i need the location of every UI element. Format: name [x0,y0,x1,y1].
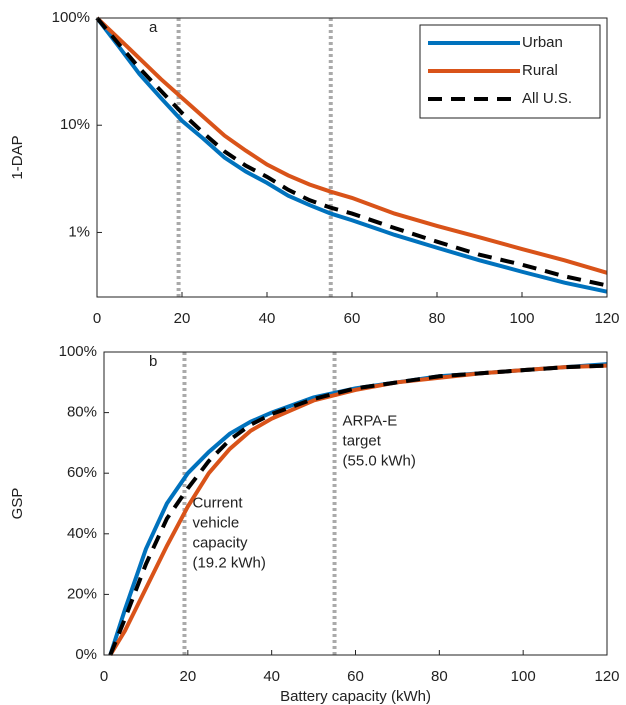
annotation: target [343,433,382,450]
legend-label: All U.S. [522,90,572,107]
y-tick-label: 10% [60,116,90,133]
series-line [108,363,608,657]
series-line [95,16,608,275]
annotation: Current [192,494,243,511]
y-tick-label: 1% [68,223,90,240]
annotation: (55.0 kWh) [343,453,416,470]
legend-label: Urban [522,34,563,51]
x-axis-label: Battery capacity (kWh) [280,688,431,705]
x-tick-label: 0 [93,310,101,327]
y-axis-label: 1-DAP [9,135,26,179]
y-tick-label: 100% [59,343,97,360]
x-tick-label: 80 [429,310,446,327]
y-tick-label: 100% [52,9,90,26]
x-tick-label: 120 [594,668,619,685]
annotation: capacity [192,534,248,551]
x-tick-label: 100 [511,668,536,685]
y-tick-label: 40% [67,525,97,542]
x-tick-label: 120 [594,310,619,327]
x-tick-label: 20 [174,310,191,327]
y-axis-label: GSP [9,488,26,520]
x-tick-label: 40 [259,310,276,327]
legend-label: Rural [522,62,558,79]
x-tick-label: 40 [263,668,280,685]
x-tick-label: 100 [509,310,534,327]
annotation: vehicle [192,514,239,531]
annotation: (19.2 kWh) [192,554,265,571]
x-tick-label: 0 [100,668,108,685]
x-tick-label: 60 [347,668,364,685]
y-tick-label: 60% [67,464,97,481]
y-tick-label: 80% [67,404,97,421]
series-line [95,16,608,294]
x-tick-label: 60 [344,310,361,327]
x-tick-label: 80 [431,668,448,685]
x-tick-label: 20 [179,668,196,685]
panel-label: b [149,353,157,370]
y-tick-label: 0% [75,646,97,663]
annotation: ARPA-E [343,413,398,430]
y-tick-label: 20% [67,585,97,602]
series-line [95,16,608,288]
panel-label: a [149,19,158,36]
